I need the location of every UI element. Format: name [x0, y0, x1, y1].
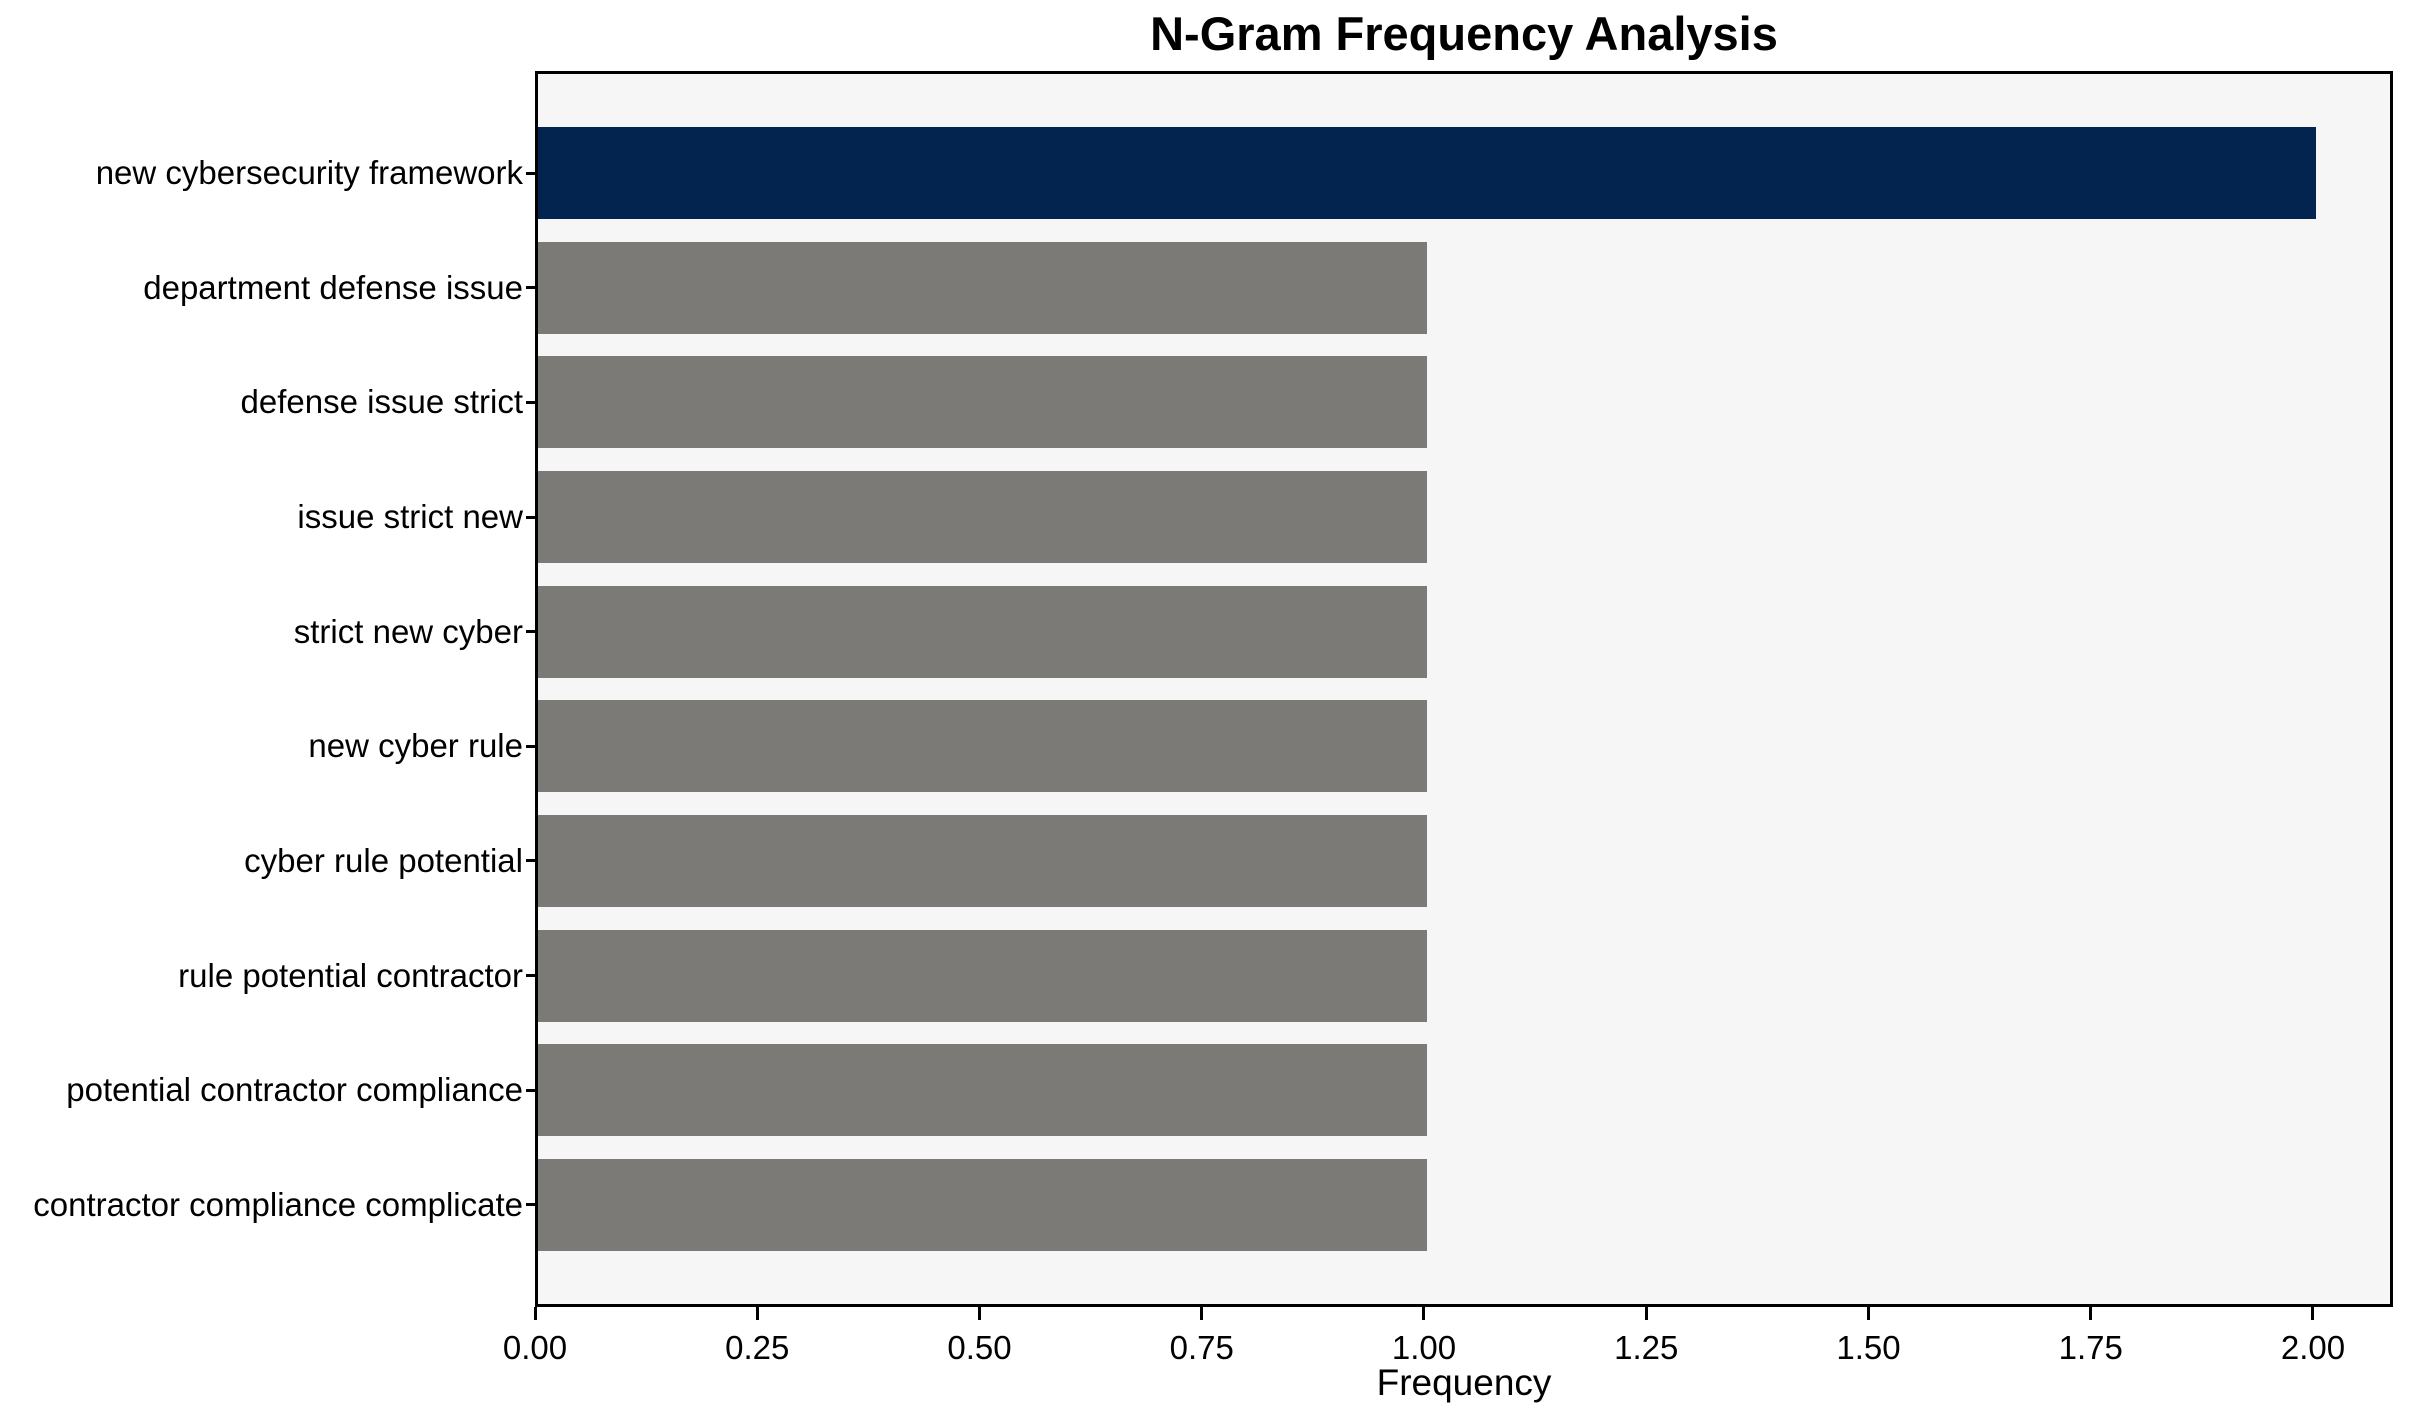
x-tick-mark	[1422, 1307, 1426, 1320]
x-tick-label: 0.25	[725, 1329, 790, 1366]
bar-4	[538, 585, 1427, 678]
x-tick-mark	[977, 1307, 981, 1320]
y-tick-mark	[526, 171, 538, 175]
y-tick-label: issue strict new	[297, 498, 523, 535]
x-tick-mark	[1644, 1307, 1648, 1320]
y-tick-mark	[526, 1203, 538, 1207]
bar-3	[538, 471, 1427, 563]
x-tick-mark	[2089, 1307, 2093, 1320]
y-tick-label: new cybersecurity framework	[95, 154, 523, 192]
y-tick-mark	[526, 515, 538, 519]
bar-8	[538, 1044, 1427, 1137]
plot-area	[535, 71, 2393, 1307]
x-tick-label: 1.25	[1614, 1329, 1679, 1366]
y-tick-mark	[526, 630, 538, 634]
y-tick-label: rule potential contractor	[178, 956, 523, 994]
x-tick-label: 1.50	[1836, 1329, 1901, 1366]
x-tick-label: 0.50	[947, 1329, 1012, 1366]
y-tick-mark	[526, 859, 538, 863]
x-tick-label: 2.00	[2280, 1329, 2346, 1366]
bar-7	[538, 929, 1427, 1022]
x-tick-label: 1.75	[2058, 1329, 2123, 1366]
x-axis-label: Frequency	[1376, 1362, 1552, 1403]
bar-highlight	[538, 127, 2316, 220]
y-tick-label: strict new cyber	[293, 612, 523, 650]
bar-1	[538, 241, 1427, 334]
x-tick-mark	[533, 1307, 537, 1320]
bar-9	[538, 1158, 1427, 1251]
y-tick-label: department defense issue	[143, 268, 523, 306]
x-tick-mark	[2311, 1307, 2315, 1320]
y-tick-mark	[526, 400, 538, 404]
x-tick-mark	[755, 1307, 759, 1320]
x-tick-label: 1.00	[1391, 1329, 1457, 1366]
x-tick-mark	[1200, 1307, 1204, 1320]
bar-5	[538, 700, 1427, 793]
y-tick-mark	[526, 1088, 538, 1092]
bar-2	[538, 356, 1427, 449]
y-tick-label: cyber rule potential	[244, 841, 523, 879]
y-tick-mark	[526, 974, 538, 978]
y-tick-label: new cyber rule	[308, 727, 523, 765]
y-tick-label: contractor compliance complicate	[33, 1185, 523, 1223]
x-tick-mark	[1866, 1307, 1870, 1320]
y-tick-mark	[526, 286, 538, 290]
y-tick-label: potential contractor compliance	[66, 1071, 523, 1109]
x-tick-label: 0.00	[502, 1329, 568, 1366]
y-tick-mark	[526, 744, 538, 748]
bar-6	[538, 814, 1427, 907]
x-tick-label: 0.75	[1169, 1329, 1234, 1366]
y-tick-label: defense issue strict	[240, 383, 523, 421]
chart-title: N-Gram Frequency Analysis	[1150, 7, 1778, 60]
